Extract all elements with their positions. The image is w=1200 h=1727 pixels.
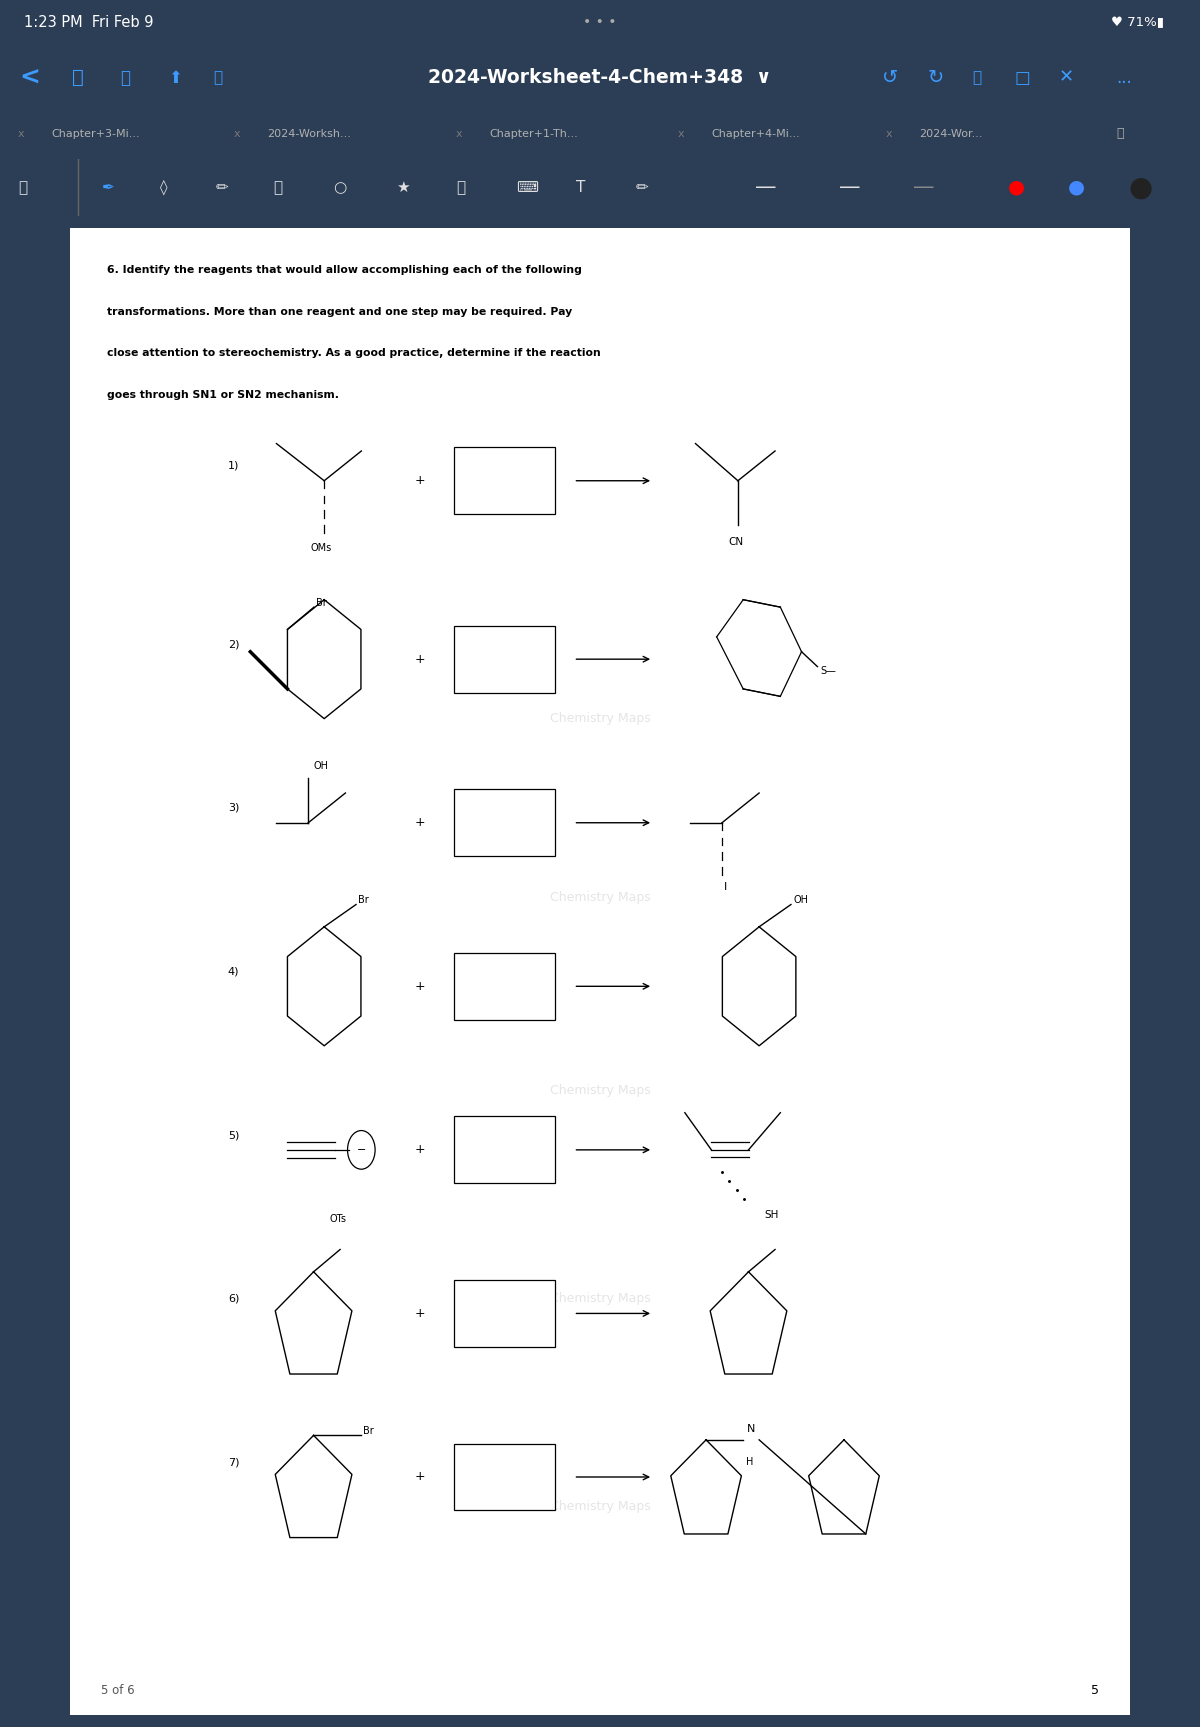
Text: +: + <box>414 475 425 487</box>
Text: transformations. More than one reagent and one step may be required. Pay: transformations. More than one reagent a… <box>107 307 572 316</box>
Text: 📋: 📋 <box>18 180 28 195</box>
Text: ―: ― <box>756 178 775 197</box>
Text: ⌨: ⌨ <box>516 180 538 195</box>
Text: ...: ... <box>1116 69 1132 86</box>
Bar <box>454 447 554 515</box>
Text: T: T <box>576 180 586 195</box>
Text: Chapter+4-Mi...: Chapter+4-Mi... <box>712 130 800 138</box>
Text: +: + <box>414 979 425 993</box>
Text: ◊: ◊ <box>160 180 167 195</box>
Text: 2): 2) <box>228 639 239 649</box>
Text: ―: ― <box>840 178 859 197</box>
Text: −: − <box>356 1145 366 1155</box>
Text: 🔍: 🔍 <box>120 69 130 86</box>
Text: x: x <box>678 130 685 138</box>
Text: ♥ 71%▮: ♥ 71%▮ <box>1111 16 1164 29</box>
Bar <box>454 1280 554 1347</box>
Text: x: x <box>234 130 241 138</box>
Text: close attention to stereochemistry. As a good practice, determine if the reactio: close attention to stereochemistry. As a… <box>107 349 600 359</box>
Text: +: + <box>414 1307 425 1319</box>
Text: Br: Br <box>358 895 368 905</box>
Bar <box>454 953 554 1019</box>
Text: N: N <box>746 1425 755 1435</box>
Text: OH: OH <box>793 895 808 905</box>
Text: Chemistry Maps: Chemistry Maps <box>550 1292 650 1306</box>
Text: ✕: ✕ <box>1058 69 1074 86</box>
Text: 1:23 PM  Fri Feb 9: 1:23 PM Fri Feb 9 <box>24 16 154 29</box>
Text: 2024-Worksh...: 2024-Worksh... <box>268 130 352 138</box>
Text: ⬆: ⬆ <box>168 69 182 86</box>
Text: ✏: ✏ <box>636 180 649 195</box>
Text: OH: OH <box>313 760 329 770</box>
Text: Chemistry Maps: Chemistry Maps <box>550 1085 650 1097</box>
Text: ✏: ✏ <box>216 180 229 195</box>
Text: ✒: ✒ <box>102 180 115 195</box>
Text: +: + <box>414 1143 425 1157</box>
Text: ★: ★ <box>396 180 409 195</box>
Text: 5): 5) <box>228 1129 239 1140</box>
Text: Br: Br <box>316 598 326 608</box>
Text: 🖼: 🖼 <box>456 180 466 195</box>
Text: Chapter+1-Th...: Chapter+1-Th... <box>490 130 578 138</box>
Text: ―: ― <box>914 178 934 197</box>
Text: +: + <box>414 653 425 665</box>
Text: ↺: ↺ <box>882 67 899 88</box>
Text: x: x <box>18 130 25 138</box>
Text: 5 of 6: 5 of 6 <box>102 1684 136 1698</box>
Text: ⧉: ⧉ <box>72 67 84 88</box>
Text: Chemistry Maps: Chemistry Maps <box>550 1501 650 1513</box>
Text: 6): 6) <box>228 1294 239 1304</box>
Text: OTs: OTs <box>330 1214 347 1224</box>
Text: OMs: OMs <box>311 544 331 553</box>
Text: ●: ● <box>1068 178 1085 197</box>
Text: Chapter+3-Mi...: Chapter+3-Mi... <box>52 130 140 138</box>
Text: +: + <box>414 817 425 829</box>
Text: H: H <box>746 1458 754 1468</box>
Text: goes through SN1 or SN2 mechanism.: goes through SN1 or SN2 mechanism. <box>107 390 338 401</box>
Text: 1): 1) <box>228 461 239 471</box>
Text: ⧉: ⧉ <box>1116 128 1123 140</box>
Text: ⧉: ⧉ <box>274 180 283 195</box>
Text: <: < <box>19 66 40 90</box>
Text: ●: ● <box>1008 178 1025 197</box>
Text: Chemistry Maps: Chemistry Maps <box>550 712 650 725</box>
Text: 7): 7) <box>228 1458 239 1468</box>
Bar <box>70 228 1130 1715</box>
Text: 4): 4) <box>228 967 239 976</box>
Text: 5: 5 <box>1091 1684 1098 1698</box>
Text: Br: Br <box>364 1427 374 1435</box>
Text: • • •: • • • <box>583 16 617 29</box>
Text: ↻: ↻ <box>928 67 944 88</box>
Text: ●: ● <box>1128 173 1152 202</box>
Bar <box>454 625 554 693</box>
Bar <box>454 1116 554 1183</box>
Text: x: x <box>456 130 463 138</box>
Text: S—: S— <box>821 667 836 675</box>
Bar <box>454 789 554 857</box>
Text: □: □ <box>1014 69 1030 86</box>
Text: Chemistry Maps: Chemistry Maps <box>550 891 650 903</box>
Text: SH: SH <box>764 1209 779 1219</box>
Text: 6. Identify the reagents that would allow accomplishing each of the following: 6. Identify the reagents that would allo… <box>107 266 582 275</box>
Text: +: + <box>414 1470 425 1483</box>
Text: 🔖: 🔖 <box>972 71 982 85</box>
Bar <box>454 1444 554 1511</box>
Text: 3): 3) <box>228 803 239 813</box>
Text: ○: ○ <box>334 180 347 195</box>
Text: x: x <box>886 130 893 138</box>
Text: 🎤: 🎤 <box>214 71 223 85</box>
Text: 2024-Worksheet-4-Chem+348  ∨: 2024-Worksheet-4-Chem+348 ∨ <box>428 67 772 88</box>
Text: I: I <box>724 882 727 893</box>
Text: 2024-Wor...: 2024-Wor... <box>919 130 983 138</box>
Text: CN: CN <box>728 537 743 547</box>
